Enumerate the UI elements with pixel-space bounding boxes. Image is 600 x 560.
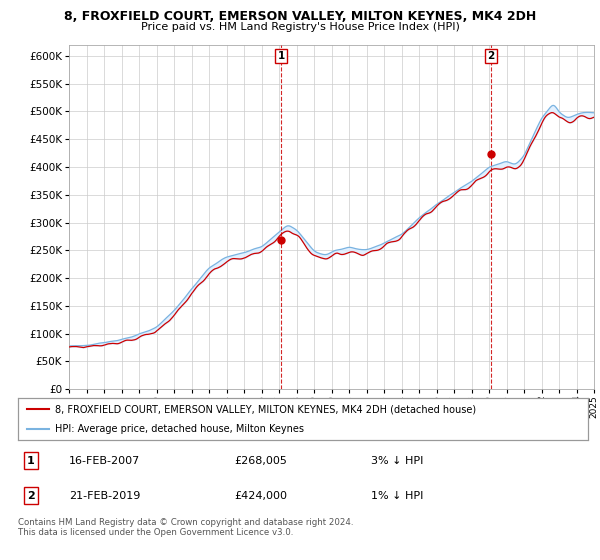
Text: 3% ↓ HPI: 3% ↓ HPI bbox=[371, 456, 424, 465]
Text: 2: 2 bbox=[487, 51, 495, 61]
Text: 21-FEB-2019: 21-FEB-2019 bbox=[70, 491, 140, 501]
Text: 16-FEB-2007: 16-FEB-2007 bbox=[70, 456, 140, 465]
Text: 1: 1 bbox=[26, 456, 34, 465]
Text: HPI: Average price, detached house, Milton Keynes: HPI: Average price, detached house, Milt… bbox=[55, 424, 304, 434]
Text: 8, FROXFIELD COURT, EMERSON VALLEY, MILTON KEYNES, MK4 2DH: 8, FROXFIELD COURT, EMERSON VALLEY, MILT… bbox=[64, 10, 536, 23]
Text: Contains HM Land Registry data © Crown copyright and database right 2024.
This d: Contains HM Land Registry data © Crown c… bbox=[18, 518, 353, 538]
Text: 2: 2 bbox=[26, 491, 34, 501]
Text: 1: 1 bbox=[277, 51, 285, 61]
Text: £268,005: £268,005 bbox=[235, 456, 287, 465]
Text: Price paid vs. HM Land Registry's House Price Index (HPI): Price paid vs. HM Land Registry's House … bbox=[140, 22, 460, 32]
Text: 8, FROXFIELD COURT, EMERSON VALLEY, MILTON KEYNES, MK4 2DH (detached house): 8, FROXFIELD COURT, EMERSON VALLEY, MILT… bbox=[55, 404, 476, 414]
Text: 1% ↓ HPI: 1% ↓ HPI bbox=[371, 491, 424, 501]
Text: £424,000: £424,000 bbox=[235, 491, 287, 501]
